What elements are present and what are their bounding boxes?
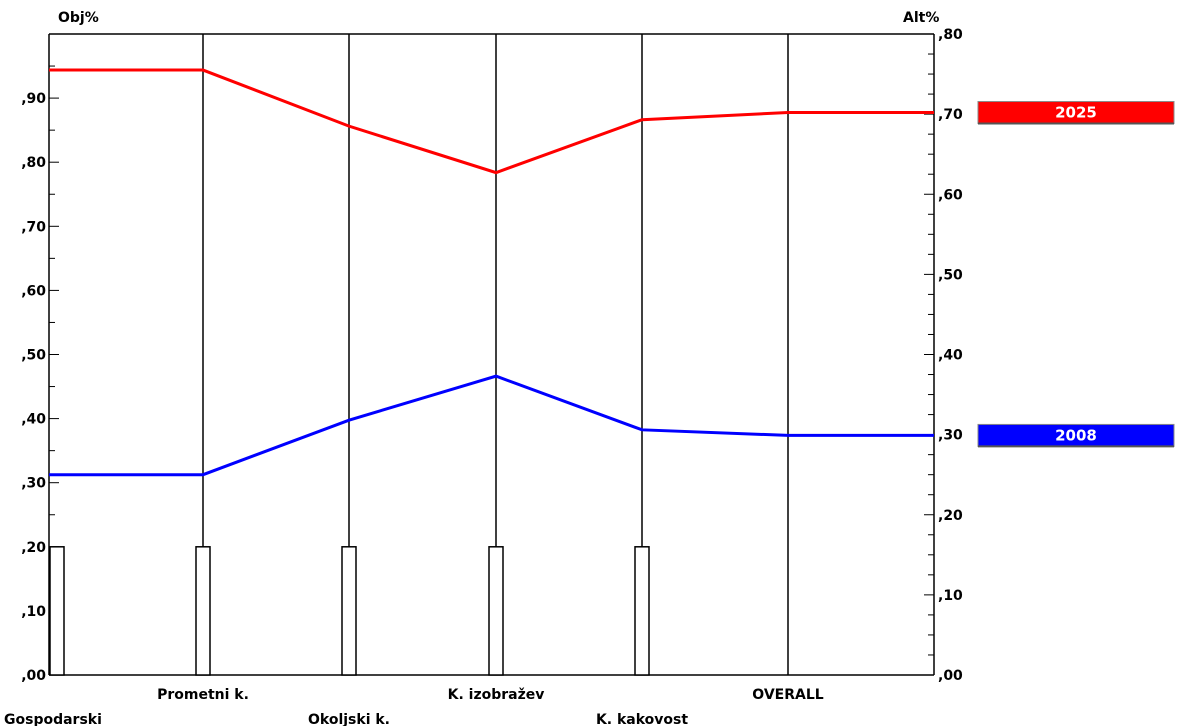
legend-item-2025: 2025 xyxy=(977,101,1175,125)
left-tick-label: ,30 xyxy=(21,476,46,492)
left-tick-label: ,50 xyxy=(21,348,46,364)
left-tick-label: ,20 xyxy=(21,540,46,556)
right-axis-label: Alt% xyxy=(903,10,939,26)
objective-weight-bar xyxy=(634,546,650,676)
right-tick-label: ,10 xyxy=(938,588,963,604)
legend-item-2008: 2008 xyxy=(977,423,1175,448)
objective-weight-bar xyxy=(195,546,211,676)
series-line-2008 xyxy=(49,374,934,477)
category-label: OVERALL xyxy=(752,687,823,703)
right-tick-label: ,50 xyxy=(938,267,963,283)
right-tick-label: ,00 xyxy=(938,668,963,684)
left-tick-label: ,00 xyxy=(21,668,46,684)
legend-label: 2008 xyxy=(1055,426,1097,444)
category-label: K. kakovost xyxy=(596,712,688,726)
category-label: K. izobražev xyxy=(448,687,545,703)
category-label: Okoljski k. xyxy=(308,712,390,726)
left-axis-label: Obj% xyxy=(58,10,99,26)
left-axis: ,00 ,10 ,20 ,30 ,40 ,50 ,60 ,70 ,80 ,90 xyxy=(21,65,59,684)
right-tick-label: ,60 xyxy=(938,187,963,203)
category-label: Prometni k. xyxy=(157,687,249,703)
right-axis: ,00 ,10 ,20 ,30 ,40 ,50 ,60 ,70 ,80 xyxy=(924,27,963,684)
left-tick-label: ,40 xyxy=(21,412,46,428)
objective-weight-bar xyxy=(341,546,357,676)
left-tick-label: ,90 xyxy=(21,91,46,107)
right-tick-label: ,30 xyxy=(938,428,963,444)
objective-weight-bar xyxy=(488,546,504,676)
category-labels: Gospodarski Prometni k. Okoljski k. K. izob… xyxy=(4,687,824,726)
right-tick-label: ,20 xyxy=(938,508,963,524)
objective-weight-bar xyxy=(49,546,65,676)
right-tick-label: ,80 xyxy=(938,27,963,43)
objective-weight-bars xyxy=(49,546,650,676)
series-line-2025 xyxy=(49,68,934,175)
category-label: Gospodarski xyxy=(4,712,102,726)
left-tick-label: ,10 xyxy=(21,604,46,620)
left-tick-label: ,60 xyxy=(21,283,46,299)
legend-label: 2025 xyxy=(1055,104,1097,122)
left-tick-label: ,80 xyxy=(21,155,46,171)
legend: 2025 2008 xyxy=(977,101,1175,448)
right-tick-label: ,40 xyxy=(938,348,963,364)
left-tick-label: ,70 xyxy=(21,219,46,235)
right-tick-label: ,70 xyxy=(938,107,963,123)
series-lines xyxy=(49,68,934,477)
